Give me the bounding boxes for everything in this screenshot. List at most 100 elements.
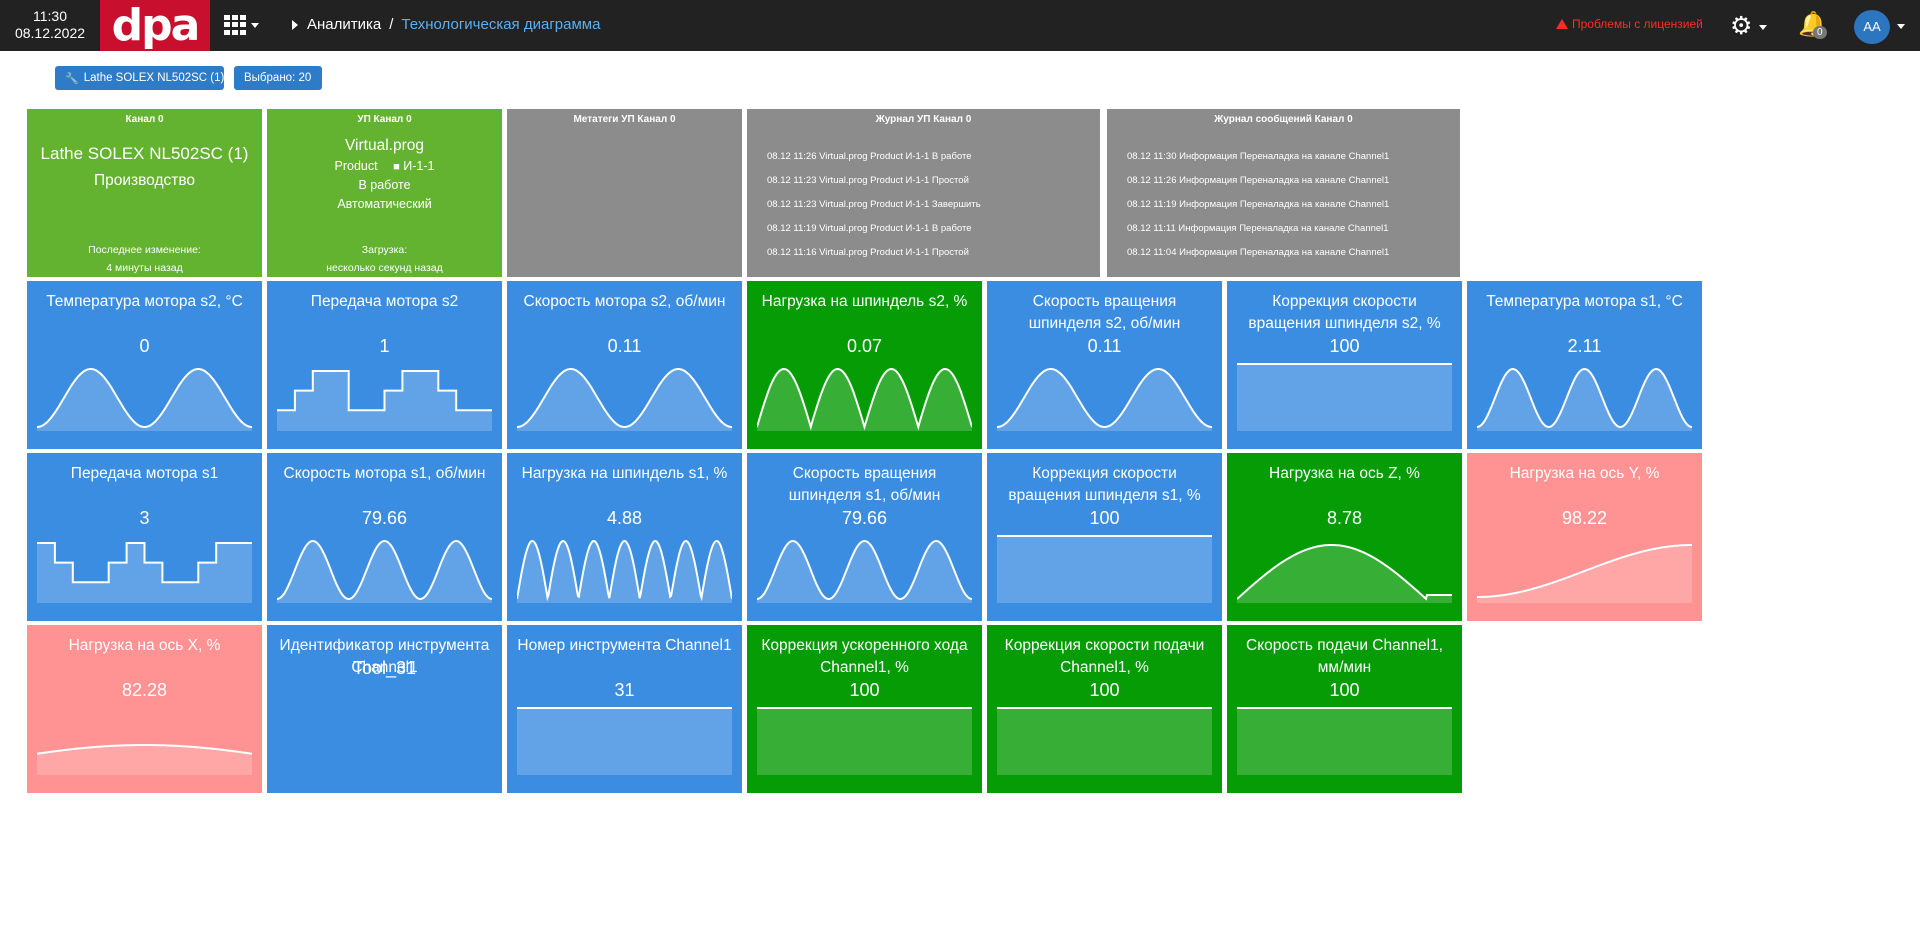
sparkline-chart: [997, 368, 1212, 431]
program-part: И-1-1: [403, 159, 435, 173]
sparkline-chart: [757, 707, 972, 775]
sparkline-area: [37, 745, 252, 775]
metric-tile[interactable]: Идентификатор инструмента Channel1 Tool_3…: [267, 625, 502, 793]
selected-count-button[interactable]: Выбрано: 20: [234, 66, 322, 90]
metric-value: 8.78: [1326, 508, 1363, 528]
metric-tile[interactable]: Коррекция ускоренного хода Channel1, % 10…: [747, 625, 982, 793]
tile-title: Журнал УП Канал 0: [875, 114, 972, 125]
grid-icon: [224, 15, 246, 35]
dpa-logo[interactable]: dpa: [100, 0, 210, 51]
program-log-tile[interactable]: Журнал УП Канал 0 08.12 11:26 Virtual.pr…: [747, 109, 1100, 277]
metric-tile[interactable]: Скорость мотора s1, об/мин 79.66: [267, 453, 502, 621]
log-row: 08.12 11:11 Информация Переналадка на ка…: [1127, 223, 1389, 234]
sparkline-area: [1477, 545, 1692, 603]
license-warning-link[interactable]: Проблемы с лицензией: [1556, 17, 1703, 31]
sparkline-chart: [1237, 707, 1452, 775]
metric-tile[interactable]: Нагрузка на ось X, % 82.28: [27, 625, 262, 793]
sparkline-area: [997, 708, 1212, 775]
load-label: Загрузка:: [361, 244, 408, 256]
program-log-list: 08.12 11:26 Virtual.prog Product И-1-1 В…: [767, 145, 981, 265]
metric-tile[interactable]: Номер инструмента Channel1 31: [507, 625, 742, 793]
sparkline-area: [517, 541, 732, 603]
metric-value: 100: [1329, 680, 1360, 700]
metric-tile[interactable]: Передача мотора s2 1: [267, 281, 502, 449]
last-change-value: 4 минуты назад: [106, 262, 183, 274]
channel-machine: Lathe SOLEX NL502SC (1): [40, 144, 249, 163]
clock-time: 11:30: [33, 8, 67, 24]
metric-title: Коррекция ускоренного хода Channel1, %: [761, 637, 968, 676]
sparkline-chart: [1477, 544, 1692, 603]
metric-title: Коррекция скорости вращения шпинделя s1,…: [1008, 465, 1201, 504]
metric-value: 2.11: [1567, 336, 1602, 356]
sparkline-chart: [37, 368, 252, 431]
message-log-tile[interactable]: Журнал сообщений Канал 0 08.12 11:30 Инф…: [1107, 109, 1460, 277]
metric-title: Передача мотора s1: [70, 465, 219, 482]
notifications-button[interactable]: 🔔 0: [1798, 12, 1830, 42]
user-menu-chevron-icon[interactable]: [1897, 24, 1905, 29]
program-name: Virtual.prog: [345, 137, 424, 154]
metric-tile[interactable]: Нагрузка на шпиндель s1, % 4.88: [507, 453, 742, 621]
sparkline-line: [517, 539, 732, 602]
breadcrumb-analytics[interactable]: Аналитика: [307, 16, 382, 33]
log-row: 08.12 11:19 Информация Переналадка на ка…: [1127, 199, 1390, 210]
program-tile[interactable]: УП Канал 0 Virtual.prog Product ■ И-1-1 …: [267, 109, 502, 277]
breadcrumb-current[interactable]: Технологическая диаграмма: [401, 16, 601, 33]
metric-value: 0.07: [846, 336, 883, 356]
sparkline-chart: [997, 707, 1212, 775]
metric-title: Температура мотора s1, °C: [1486, 293, 1683, 310]
sparkline-chart: [517, 368, 732, 431]
apps-menu-button[interactable]: [224, 14, 259, 36]
metric-tile[interactable]: Нагрузка на ось Z, % 8.78: [1227, 453, 1462, 621]
metric-tile[interactable]: Скорость подачи Channel1, мм/мин 100: [1227, 625, 1462, 793]
sparkline-area: [277, 541, 492, 603]
metric-title: Скорость вращения шпинделя s1, об/мин: [788, 465, 941, 504]
metric-title: Скорость вращения шпинделя s2, об/мин: [1028, 293, 1181, 332]
metric-title: Коррекция скорости вращения шпинделя s2,…: [1248, 293, 1441, 332]
tile-title: Метатеги УП Канал 0: [573, 114, 676, 125]
last-change-label: Последнее изменение:: [88, 244, 201, 256]
metric-tile[interactable]: Нагрузка на ось Y, % 98.22: [1467, 453, 1702, 621]
metric-title: Нагрузка на ось Z, %: [1269, 465, 1420, 482]
channel-state: Производство: [93, 172, 196, 189]
settings-menu-button[interactable]: ⚙: [1730, 13, 1770, 39]
metric-tile[interactable]: Скорость мотора s2, об/мин 0.11: [507, 281, 742, 449]
sparkline-chart: [277, 370, 492, 431]
log-row: 08.12 11:19 Virtual.prog Product И-1-1 В…: [767, 223, 972, 234]
sparkline-chart: [517, 707, 732, 775]
metric-tile[interactable]: Коррекция скорости подачи Channel1, % 100: [987, 625, 1222, 793]
datetime: 11:30 08.12.2022: [0, 8, 100, 42]
user-avatar[interactable]: AA: [1854, 10, 1890, 44]
license-warning-text: Проблемы с лицензией: [1572, 17, 1703, 31]
chevron-down-icon: [1759, 25, 1767, 30]
metric-tile[interactable]: Скорость вращения шпинделя s2, об/мин 0.1…: [987, 281, 1222, 449]
metric-tile[interactable]: Нагрузка на шпиндель s2, % 0.07: [747, 281, 982, 449]
metric-value: 100: [849, 680, 880, 700]
message-log-list: 08.12 11:30 Информация Переналадка на ка…: [1127, 145, 1389, 265]
machine-filter-button[interactable]: 🔧 Lathe SOLEX NL502SC (1): [55, 66, 224, 90]
metric-title: Температура мотора s2, °C: [46, 293, 243, 310]
log-row: 08.12 11:30 Информация Переналадка на ка…: [1127, 151, 1390, 162]
chevron-down-icon: [251, 23, 259, 28]
metric-title: Идентификатор инструмента Channel1: [279, 637, 490, 676]
metric-value: 0.11: [1087, 336, 1122, 356]
breadcrumb: Аналитика / Технологическая диаграмма: [292, 16, 600, 33]
channel-tile[interactable]: Канал 0 Lathe SOLEX NL502SC (1) Производ…: [27, 109, 262, 277]
sparkline-area: [37, 543, 252, 603]
metric-title: Скорость мотора s1, об/мин: [283, 465, 486, 482]
metric-tile[interactable]: Температура мотора s2, °C 0: [27, 281, 262, 449]
sparkline-chart: [37, 542, 252, 603]
metric-tile[interactable]: Температура мотора s1, °C 2.11: [1467, 281, 1702, 449]
meta-tags-tile[interactable]: Метатеги УП Канал 0: [507, 109, 742, 277]
log-row: 08.12 11:26 Virtual.prog Product И-1-1 В…: [767, 151, 972, 162]
sparkline-area: [1477, 369, 1692, 431]
metric-value: Tool_31: [352, 658, 417, 678]
sparkline-area: [517, 708, 732, 775]
metric-value: 31: [614, 680, 635, 700]
metric-tile[interactable]: Коррекция скорости вращения шпинделя s2,…: [1227, 281, 1462, 449]
sparkline-chart: [1477, 367, 1692, 431]
log-row: 08.12 11:04 Информация Переналадка на ка…: [1127, 247, 1390, 258]
metric-value: 3: [139, 508, 150, 528]
metric-tile[interactable]: Скорость вращения шпинделя s1, об/мин 79.…: [747, 453, 982, 621]
metric-tile[interactable]: Передача мотора s1 3: [27, 453, 262, 621]
metric-tile[interactable]: Коррекция скорости вращения шпинделя s1,…: [987, 453, 1222, 621]
